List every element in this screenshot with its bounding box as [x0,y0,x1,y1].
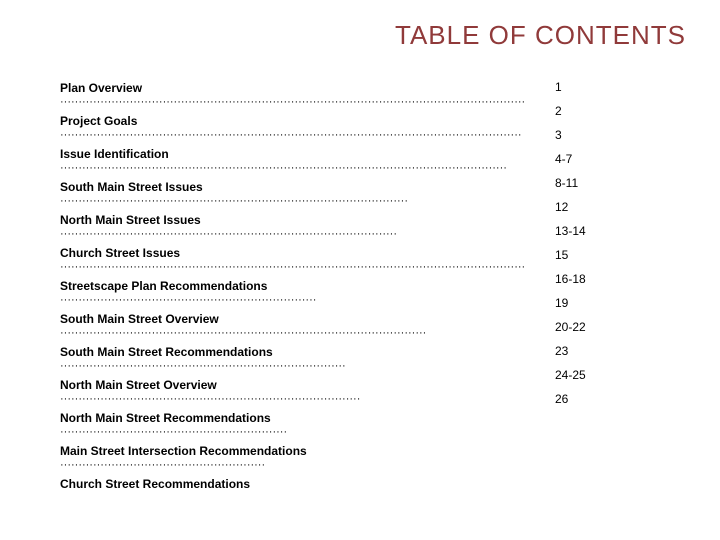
toc-dots: ········································… [60,262,525,273]
toc-dots: ········································… [60,460,525,471]
toc-page-number: 8-11 [555,171,675,195]
toc-labels-column: Plan Overview ··························… [60,75,525,491]
toc-entry-label: Project Goals [60,114,525,128]
toc-dots: ········································… [60,163,525,174]
toc-dots: ········································… [60,229,525,240]
toc-page-number: 4-7 [555,147,675,171]
toc-entry-label: Church Street Recommendations [60,477,525,491]
toc-dots: ········································… [60,97,525,108]
toc-entry-label: South Main Street Recommendations [60,345,525,359]
toc-dots: ········································… [60,394,525,405]
toc-entry-label: Plan Overview [60,81,525,95]
toc-page-number: 26 [555,387,675,411]
toc-page-number: 2 [555,99,675,123]
toc-dots: ········································… [60,295,525,306]
toc-entry-label: North Main Street Recommendations [60,411,525,425]
toc-page-number: 23 [555,339,675,363]
toc-entry-label: Issue Identification [60,147,525,161]
toc-page-number: 20-22 [555,315,675,339]
toc-page-number: 12 [555,195,675,219]
toc-page-number: 1 [555,75,675,99]
toc-page-number: 24-25 [555,363,675,387]
toc-entry-label: South Main Street Issues [60,180,525,194]
toc-dots: ········································… [60,427,525,438]
toc-entry-label: North Main Street Overview [60,378,525,392]
toc-dots: ········································… [60,361,525,372]
toc-dots: ········································… [60,130,525,141]
page: TABLE OF CONTENTS Plan Overview ········… [0,0,720,540]
toc-page-number: 13-14 [555,219,675,243]
toc-entry-label: Church Street Issues [60,246,525,260]
toc-entry-label: Streetscape Plan Recommendations [60,279,525,293]
toc-page-number: 3 [555,123,675,147]
toc-page-number: 15 [555,243,675,267]
toc-page-number: 19 [555,291,675,315]
page-title: TABLE OF CONTENTS [395,20,686,51]
toc-dots: ········································… [60,328,525,339]
toc-entry-label: North Main Street Issues [60,213,525,227]
toc-pages-column: 1 2 3 4-7 8-11 12 13-14 15 16-18 19 20-2… [555,75,675,411]
toc-dots: ········································… [60,196,525,207]
toc-entry-label: Main Street Intersection Recommendations [60,444,525,458]
toc-entry-label: South Main Street Overview [60,312,525,326]
toc-page-number: 16-18 [555,267,675,291]
